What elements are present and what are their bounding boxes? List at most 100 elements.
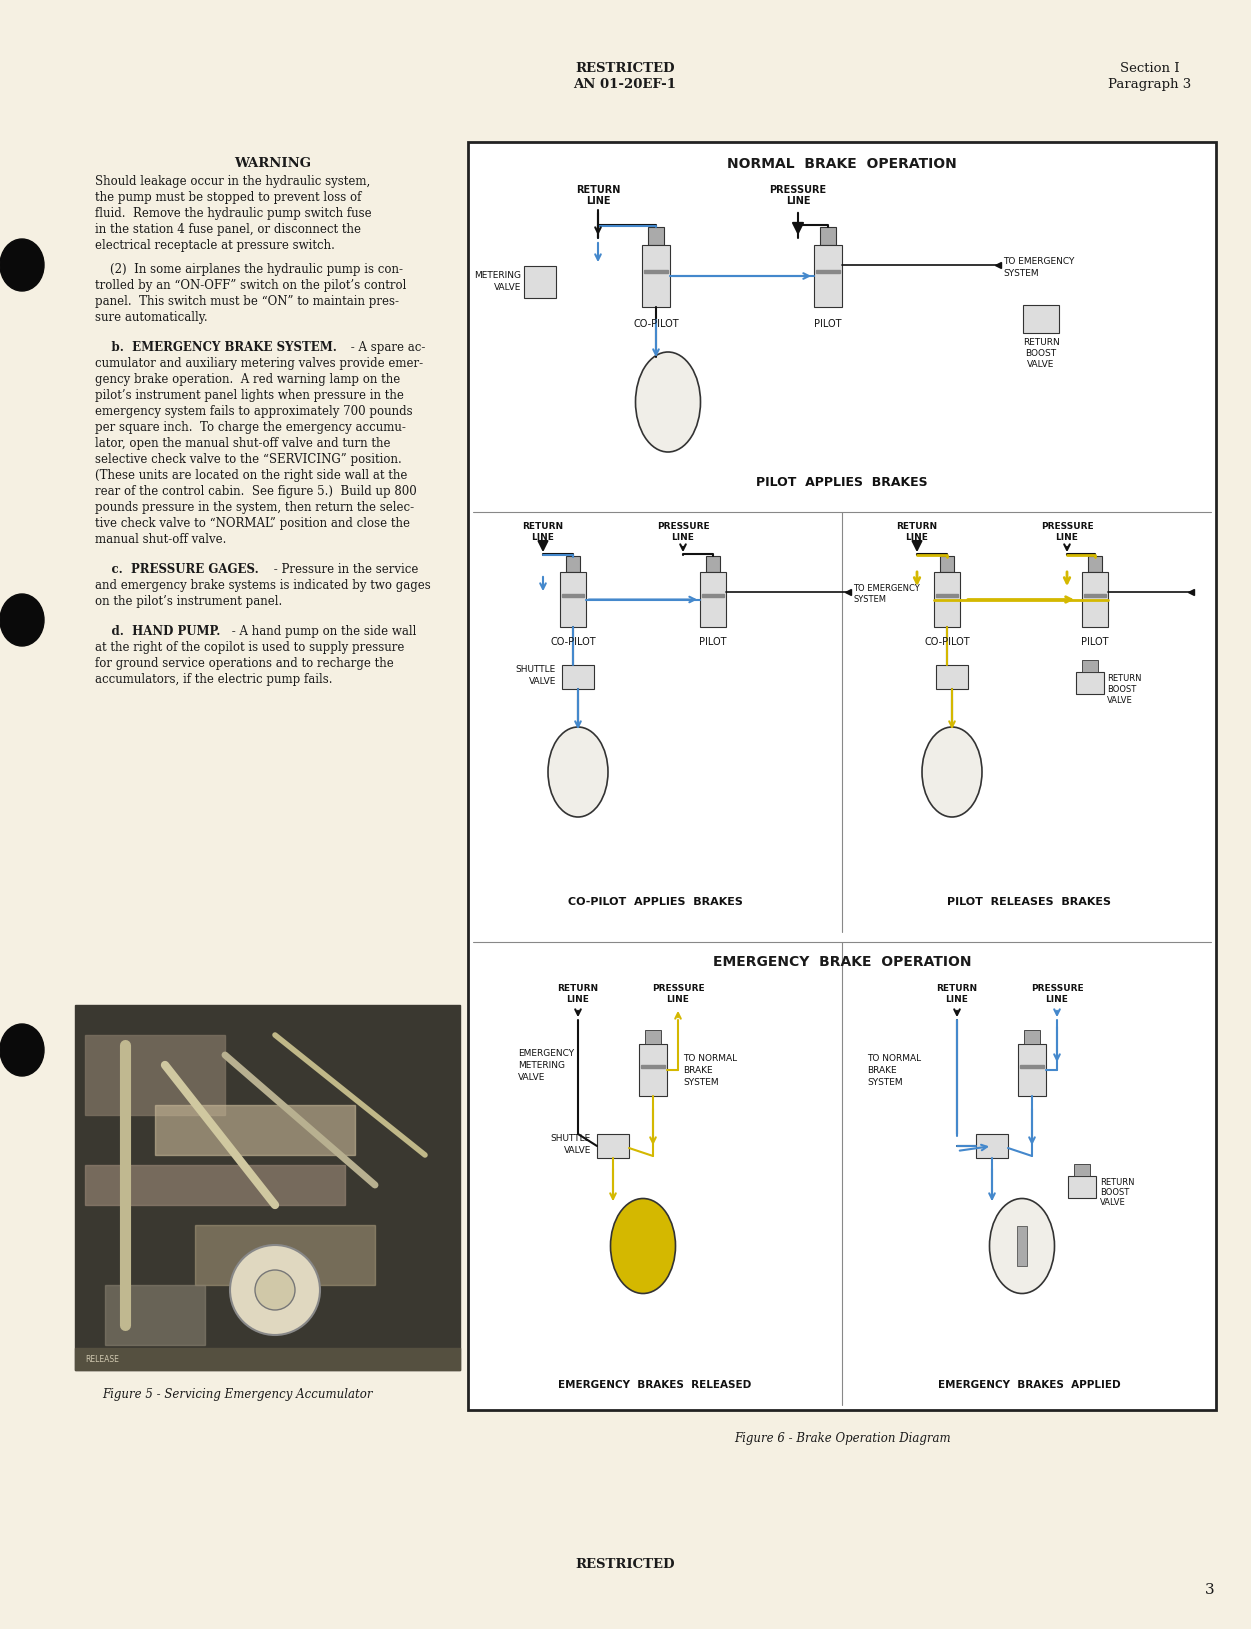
Text: TO NORMAL: TO NORMAL (867, 1054, 921, 1064)
Text: - A hand pump on the side wall: - A hand pump on the side wall (228, 626, 417, 639)
Bar (195, 1225, 375, 1285)
Ellipse shape (636, 352, 701, 451)
Bar (565, 555, 580, 572)
Text: PRESSURE: PRESSURE (1041, 521, 1093, 531)
Text: LINE: LINE (1056, 533, 1078, 542)
Text: panel.  This switch must be “ON” to maintain pres-: panel. This switch must be “ON” to maint… (95, 295, 399, 308)
Bar (1017, 1227, 1027, 1266)
Text: CO-PILOT: CO-PILOT (550, 637, 595, 647)
Text: the pump must be stopped to prevent loss of: the pump must be stopped to prevent loss… (95, 191, 362, 204)
Ellipse shape (0, 239, 44, 292)
Text: RETURN: RETURN (575, 186, 620, 195)
Bar (560, 572, 585, 627)
Bar (701, 572, 726, 627)
Text: CO-PILOT: CO-PILOT (633, 319, 679, 329)
Text: at the right of the copilot is used to supply pressure: at the right of the copilot is used to s… (95, 640, 404, 653)
Bar (648, 226, 664, 244)
Bar (1075, 1165, 1090, 1176)
Bar (934, 572, 960, 627)
Text: electrical receptacle at pressure switch.: electrical receptacle at pressure switch… (95, 239, 335, 252)
Text: in the station 4 fuse panel, or disconnect the: in the station 4 fuse panel, or disconne… (95, 223, 362, 236)
Text: emergency system fails to approximately 700 pounds: emergency system fails to approximately … (95, 406, 413, 419)
Text: LINE: LINE (906, 533, 928, 542)
Ellipse shape (610, 1199, 676, 1293)
Text: RETURN: RETURN (937, 984, 977, 994)
Ellipse shape (990, 1199, 1055, 1293)
Bar (85, 1165, 345, 1205)
Text: LINE: LINE (786, 195, 811, 205)
Text: rear of the control cabin.  See figure 5.)  Build up 800: rear of the control cabin. See figure 5.… (95, 485, 417, 498)
Text: BRAKE: BRAKE (683, 1065, 713, 1075)
Text: BOOST: BOOST (1100, 1188, 1130, 1197)
Text: sure automatically.: sure automatically. (95, 311, 208, 324)
Text: LINE: LINE (946, 995, 968, 1003)
Text: EMERGENCY: EMERGENCY (518, 1049, 574, 1057)
Bar (1068, 1176, 1096, 1197)
Text: RETURN: RETURN (1022, 337, 1060, 347)
Text: VALVE: VALVE (564, 1145, 590, 1155)
Text: LINE: LINE (585, 195, 610, 205)
Bar (641, 1065, 666, 1067)
Text: LINE: LINE (532, 533, 554, 542)
Text: for ground service operations and to recharge the: for ground service operations and to rec… (95, 656, 394, 670)
Bar (597, 1134, 629, 1158)
Bar (1020, 1065, 1045, 1067)
Ellipse shape (922, 727, 982, 818)
Text: WARNING: WARNING (234, 156, 311, 169)
Text: LINE: LINE (667, 995, 689, 1003)
Text: Should leakage occur in the hydraulic system,: Should leakage occur in the hydraulic sy… (95, 174, 370, 187)
Text: LINE: LINE (567, 995, 589, 1003)
Text: fluid.  Remove the hydraulic pump switch fuse: fluid. Remove the hydraulic pump switch … (95, 207, 372, 220)
Bar (562, 595, 584, 596)
Text: lator, open the manual shut-off valve and turn the: lator, open the manual shut-off valve an… (95, 437, 390, 450)
Text: per square inch.  To charge the emergency accumu-: per square inch. To charge the emergency… (95, 420, 405, 433)
Text: CO-PILOT: CO-PILOT (924, 637, 970, 647)
Bar (706, 555, 721, 572)
Bar (1088, 555, 1102, 572)
Bar (814, 244, 842, 306)
Text: accumulators, if the electric pump fails.: accumulators, if the electric pump fails… (95, 673, 333, 686)
Text: CO-PILOT  APPLIES  BRAKES: CO-PILOT APPLIES BRAKES (568, 898, 742, 907)
Text: PRESSURE: PRESSURE (657, 521, 709, 531)
Text: BRAKE: BRAKE (867, 1065, 897, 1075)
Text: VALVE: VALVE (1027, 360, 1055, 370)
Text: 3: 3 (1205, 1583, 1215, 1596)
Text: - A spare ac-: - A spare ac- (347, 340, 425, 353)
Text: Figure 5 - Servicing Emergency Accumulator: Figure 5 - Servicing Emergency Accumulat… (101, 1388, 373, 1401)
Text: PRESSURE: PRESSURE (1031, 984, 1083, 994)
Bar (642, 244, 671, 306)
Text: trolled by an “ON-OFF” switch on the pilot’s control: trolled by an “ON-OFF” switch on the pil… (95, 279, 407, 292)
Circle shape (230, 1245, 320, 1336)
Bar (1085, 595, 1106, 596)
Text: b.  EMERGENCY BRAKE SYSTEM.: b. EMERGENCY BRAKE SYSTEM. (95, 340, 337, 353)
Bar (639, 1044, 667, 1096)
Text: - Pressure in the service: - Pressure in the service (270, 564, 418, 577)
Text: manual shut-off valve.: manual shut-off valve. (95, 533, 226, 546)
Ellipse shape (0, 595, 44, 647)
Text: VALVE: VALVE (494, 283, 520, 292)
Text: (These units are located on the right side wall at the: (These units are located on the right si… (95, 469, 408, 482)
Circle shape (255, 1271, 295, 1310)
Text: tive check valve to “NORMAL” position and close the: tive check valve to “NORMAL” position an… (95, 516, 410, 529)
Bar (105, 1285, 205, 1346)
Text: RETURN: RETURN (523, 521, 563, 531)
Text: LINE: LINE (1046, 995, 1068, 1003)
Text: PRESSURE: PRESSURE (652, 984, 704, 994)
Text: SYSTEM: SYSTEM (853, 595, 886, 604)
Bar (1082, 660, 1098, 673)
Text: RETURN: RETURN (1107, 674, 1141, 683)
Bar (468, 142, 1216, 1411)
Text: VALVE: VALVE (518, 1074, 545, 1082)
Text: SYSTEM: SYSTEM (683, 1078, 718, 1087)
Bar (936, 595, 958, 596)
Text: Paragraph 3: Paragraph 3 (1108, 78, 1192, 91)
Text: SHUTTLE: SHUTTLE (550, 1134, 590, 1144)
Bar (75, 1005, 460, 1370)
Text: (2)  In some airplanes the hydraulic pump is con-: (2) In some airplanes the hydraulic pump… (95, 262, 403, 275)
Text: VALVE: VALVE (1107, 696, 1132, 705)
Text: Figure 6 - Brake Operation Diagram: Figure 6 - Brake Operation Diagram (733, 1432, 951, 1445)
Text: Section I: Section I (1120, 62, 1180, 75)
Text: EMERGENCY  BRAKES  RELEASED: EMERGENCY BRAKES RELEASED (558, 1380, 752, 1390)
Text: PILOT: PILOT (1081, 637, 1108, 647)
Text: RETURN: RETURN (897, 521, 937, 531)
